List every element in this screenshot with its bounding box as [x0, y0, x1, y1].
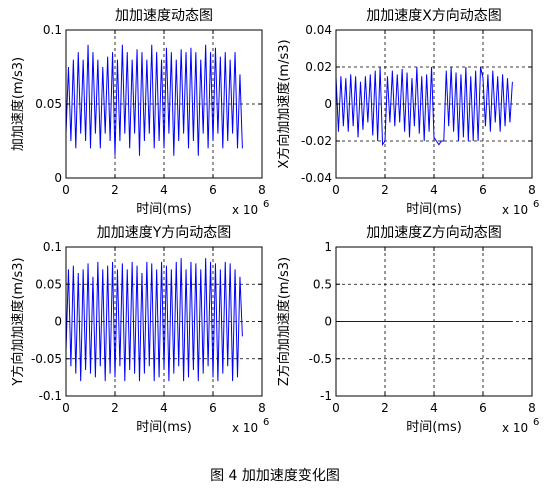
x-tick-label: 8: [528, 183, 536, 197]
x-multiplier: x 10: [232, 421, 258, 435]
series-line-1: [65, 258, 243, 382]
y-tick-label: 0.05: [35, 97, 62, 111]
figure-caption: 图 4 加加速度变化图: [210, 468, 340, 484]
x-tick-label: 2: [381, 183, 389, 197]
subplot-title: 加加速度Y方向动态图: [97, 225, 232, 241]
y-axis-label: Y方向加加速度(m/s3): [10, 257, 26, 386]
x-tick-label: 8: [258, 183, 266, 197]
y-tick-label: 0.1: [43, 23, 62, 37]
y-axis-label: X方向加加速度(m/s3): [276, 39, 292, 168]
x-tick-label: 8: [258, 401, 266, 415]
y-tick-label: -0.05: [31, 352, 62, 366]
y-tick-label: 0: [54, 315, 62, 329]
x-multiplier: x 10: [502, 203, 528, 217]
x-multiplier-exponent: 6: [263, 199, 269, 210]
x-tick-label: 4: [430, 183, 438, 197]
x-tick-label: 0: [62, 183, 70, 197]
x-axis-label: 时间(ms): [136, 202, 192, 217]
subplot-title: 加加速度Z方向动态图: [366, 225, 502, 241]
x-axis-label: 时间(ms): [136, 420, 192, 435]
y-tick-label: 0.1: [43, 240, 62, 254]
y-tick-label: 0: [54, 171, 62, 185]
x-multiplier-exponent: 6: [263, 417, 269, 428]
series-line-1: [65, 44, 243, 156]
x-tick-label: 6: [479, 183, 487, 197]
y-tick-label: 0.05: [35, 277, 62, 291]
x-axis-label: 时间(ms): [406, 420, 462, 435]
series-line-1: [335, 66, 513, 147]
subplot-title: 加加速度X方向动态图: [366, 8, 502, 24]
y-tick-label: 0: [324, 315, 332, 329]
x-axis-label: 时间(ms): [406, 202, 462, 217]
y-tick-label: 0: [324, 97, 332, 111]
subplot-2: 0 2 4 6 8 -0.04 -0.02 0 0.02 0.04 加加速度X方向动态图时间(ms)…: [276, 8, 539, 217]
y-tick-label: -0.04: [301, 171, 332, 185]
x-tick-label: 2: [111, 401, 119, 415]
x-multiplier-exponent: 6: [533, 199, 539, 210]
subplot-title: 加加速度动态图: [115, 8, 213, 24]
x-tick-label: 0: [332, 183, 340, 197]
y-tick-label: 0.5: [313, 277, 332, 291]
x-tick-label: 4: [160, 401, 168, 415]
y-axis-label: Z方向加加速度(m/s3): [276, 257, 292, 386]
y-axis-label: 加加速度(m/s3): [10, 57, 26, 151]
y-tick-label: -1: [320, 389, 332, 403]
x-tick-label: 4: [160, 183, 168, 197]
x-multiplier-exponent: 6: [533, 417, 539, 428]
x-tick-label: 4: [430, 401, 438, 415]
x-tick-label: 6: [209, 401, 217, 415]
x-tick-label: 0: [332, 401, 340, 415]
x-tick-label: 2: [111, 183, 119, 197]
y-tick-label: -0.1: [39, 389, 62, 403]
y-tick-label: -0.5: [309, 352, 332, 366]
x-tick-label: 6: [209, 183, 217, 197]
y-tick-label: 1: [324, 240, 332, 254]
y-tick-label: 0.02: [305, 60, 332, 74]
y-tick-label: 0.04: [305, 23, 332, 37]
x-tick-label: 6: [479, 401, 487, 415]
x-tick-label: 2: [381, 401, 389, 415]
x-tick-label: 0: [62, 401, 70, 415]
x-tick-label: 8: [528, 401, 536, 415]
x-multiplier: x 10: [232, 203, 258, 217]
x-multiplier: x 10: [502, 421, 528, 435]
y-tick-label: -0.02: [301, 134, 332, 148]
